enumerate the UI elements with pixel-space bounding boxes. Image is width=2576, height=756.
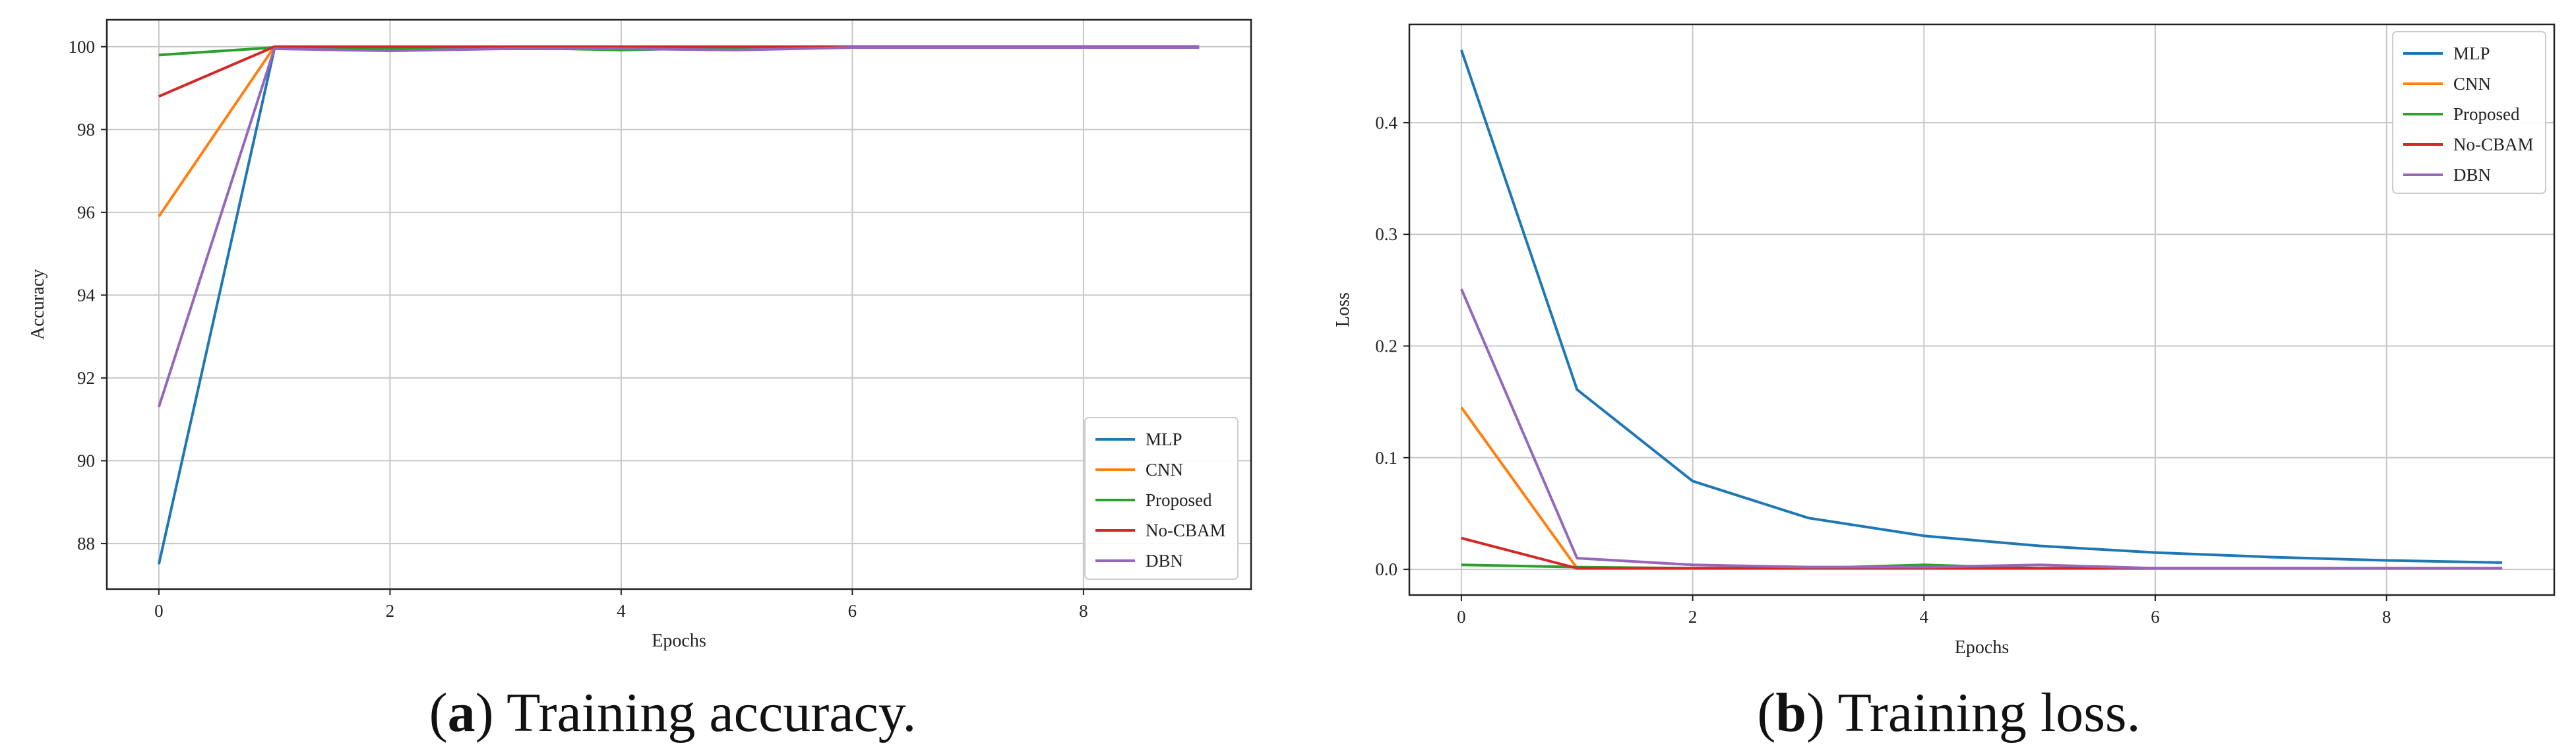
acc-plot-frame <box>106 18 1252 590</box>
acc-legend: MLP CNN Proposed No-CBAM DBN <box>1084 417 1239 580</box>
loss-ytick-label-0: 0.0 <box>1375 559 1397 579</box>
loss-legend-label-mlp: MLP <box>2453 44 2490 63</box>
acc-legend-label-cnn: CNN <box>1146 460 1183 480</box>
acc-ytick-label-96: 96 <box>77 203 95 222</box>
caption-b: (b) Training loss. <box>1757 682 2140 743</box>
acc-legend-label-mlp: MLP <box>1146 429 1182 449</box>
caption-a: (a) Training accuracy. <box>429 682 917 743</box>
acc-ytick-label-94: 94 <box>77 285 96 305</box>
acc-legend-label-dbn: DBN <box>1146 551 1183 571</box>
loss-xtick-label-2: 2 <box>1688 607 1698 627</box>
caption-b-letter: b <box>1775 682 1806 743</box>
acc-ytick-label-92: 92 <box>77 368 95 388</box>
loss-series-line-dbn <box>1460 288 2503 570</box>
loss-x-axis-title: Epochs <box>1955 637 2009 658</box>
loss-legend-label-no-cbam: No-CBAM <box>2453 135 2534 154</box>
acc-ytick-label-88: 88 <box>77 534 95 553</box>
acc-legend-label-no-cbam: No-CBAM <box>1146 520 1226 540</box>
accuracy-chart: 0 2 4 6 8889092949698100EpochsAccuracyMLPCNN… <box>28 18 1252 651</box>
acc-series-line-cnn <box>158 45 1200 218</box>
acc-y-axis-title: Accuracy <box>28 269 48 340</box>
loss-chart: 0 2 4 6 8 0.0 0.1 0.2 0.3 0.4 Epochs Loss MLP CNN Prop… <box>1333 23 2556 658</box>
loss-y-axis-title: Loss <box>1333 292 1353 327</box>
acc-series-line-mlp <box>157 46 1200 565</box>
caption-a-text: Training accuracy. <box>506 682 916 743</box>
acc-legend-label-proposed: Proposed <box>1146 490 1212 510</box>
acc-ytick-label-100: 100 <box>69 37 96 57</box>
loss-series-line-cnn <box>1460 406 2503 570</box>
acc-series-line-dbn <box>157 46 1200 408</box>
loss-series-line-no-cbam <box>1461 536 2503 570</box>
loss-ytick-label-0-3: 0.3 <box>1375 224 1397 244</box>
acc-legend-box <box>1084 417 1239 580</box>
loss-series-line-mlp <box>1460 49 2503 564</box>
loss-xtick-label-8: 8 <box>2382 607 2391 627</box>
loss-plot-frame <box>1408 23 2556 596</box>
acc-series-line-no-cbam <box>158 45 1200 98</box>
loss-ytick-label-0-2: 0.2 <box>1375 336 1397 356</box>
loss-xtick-label-4: 4 <box>1920 607 1929 627</box>
loss-legend: MLP CNN Proposed No-CBAM DBN <box>2392 31 2546 194</box>
loss-xtick-label-0: 0 <box>1457 607 1466 627</box>
loss-legend-label-proposed: Proposed <box>2453 104 2520 124</box>
acc-xtick-label-6: 6 <box>848 601 857 621</box>
loss-legend-box <box>2392 31 2546 194</box>
acc-xtick-label-4: 4 <box>617 601 626 621</box>
loss-legend-label-cnn: CNN <box>2453 74 2491 94</box>
loss-legend-label-dbn: DBN <box>2453 165 2491 185</box>
acc-ytick-label-90: 90 <box>77 451 95 470</box>
loss-ytick-label-0-1: 0.1 <box>1375 448 1397 468</box>
acc-ytick-label-98: 98 <box>77 119 95 139</box>
caption-a-letter: a <box>448 682 475 743</box>
acc-x-axis-title: Epochs <box>652 631 706 651</box>
loss-xtick-label-6: 6 <box>2151 607 2160 627</box>
acc-xtick-label-0: 0 <box>154 601 164 621</box>
loss-ytick-label-0-4: 0.4 <box>1375 113 1397 133</box>
acc-xtick-label-2: 2 <box>386 601 395 621</box>
caption-b-text: Training loss. <box>1838 682 2141 743</box>
acc-xtick-label-8: 8 <box>1079 601 1088 621</box>
